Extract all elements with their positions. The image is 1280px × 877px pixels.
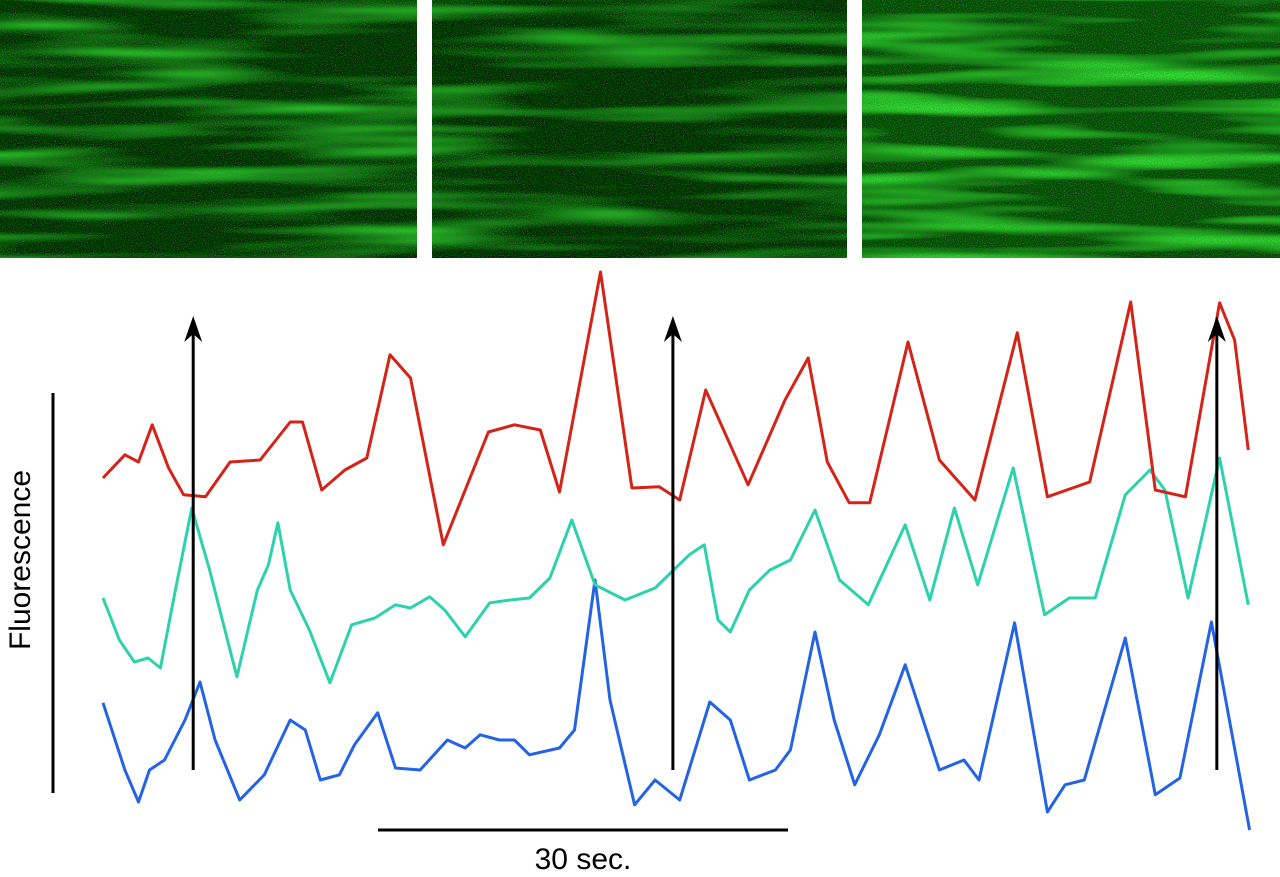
arrow-head	[184, 316, 203, 342]
stimulus-arrow	[1207, 316, 1226, 770]
stimulus-arrow	[663, 316, 682, 770]
micrograph-3	[862, 0, 1280, 258]
x-scale-label: 30 sec.	[535, 843, 632, 876]
trace	[101, 578, 1252, 831]
plot: 30 sec.	[101, 270, 1252, 876]
micrograph-1	[0, 0, 417, 258]
trace	[101, 456, 1250, 685]
y-label: Fluorescence	[4, 470, 37, 650]
micrograph-2	[432, 0, 847, 258]
stimulus-arrow	[184, 316, 203, 770]
arrow-head	[663, 316, 682, 342]
arrow-head	[1207, 316, 1226, 342]
trace	[101, 270, 1250, 547]
